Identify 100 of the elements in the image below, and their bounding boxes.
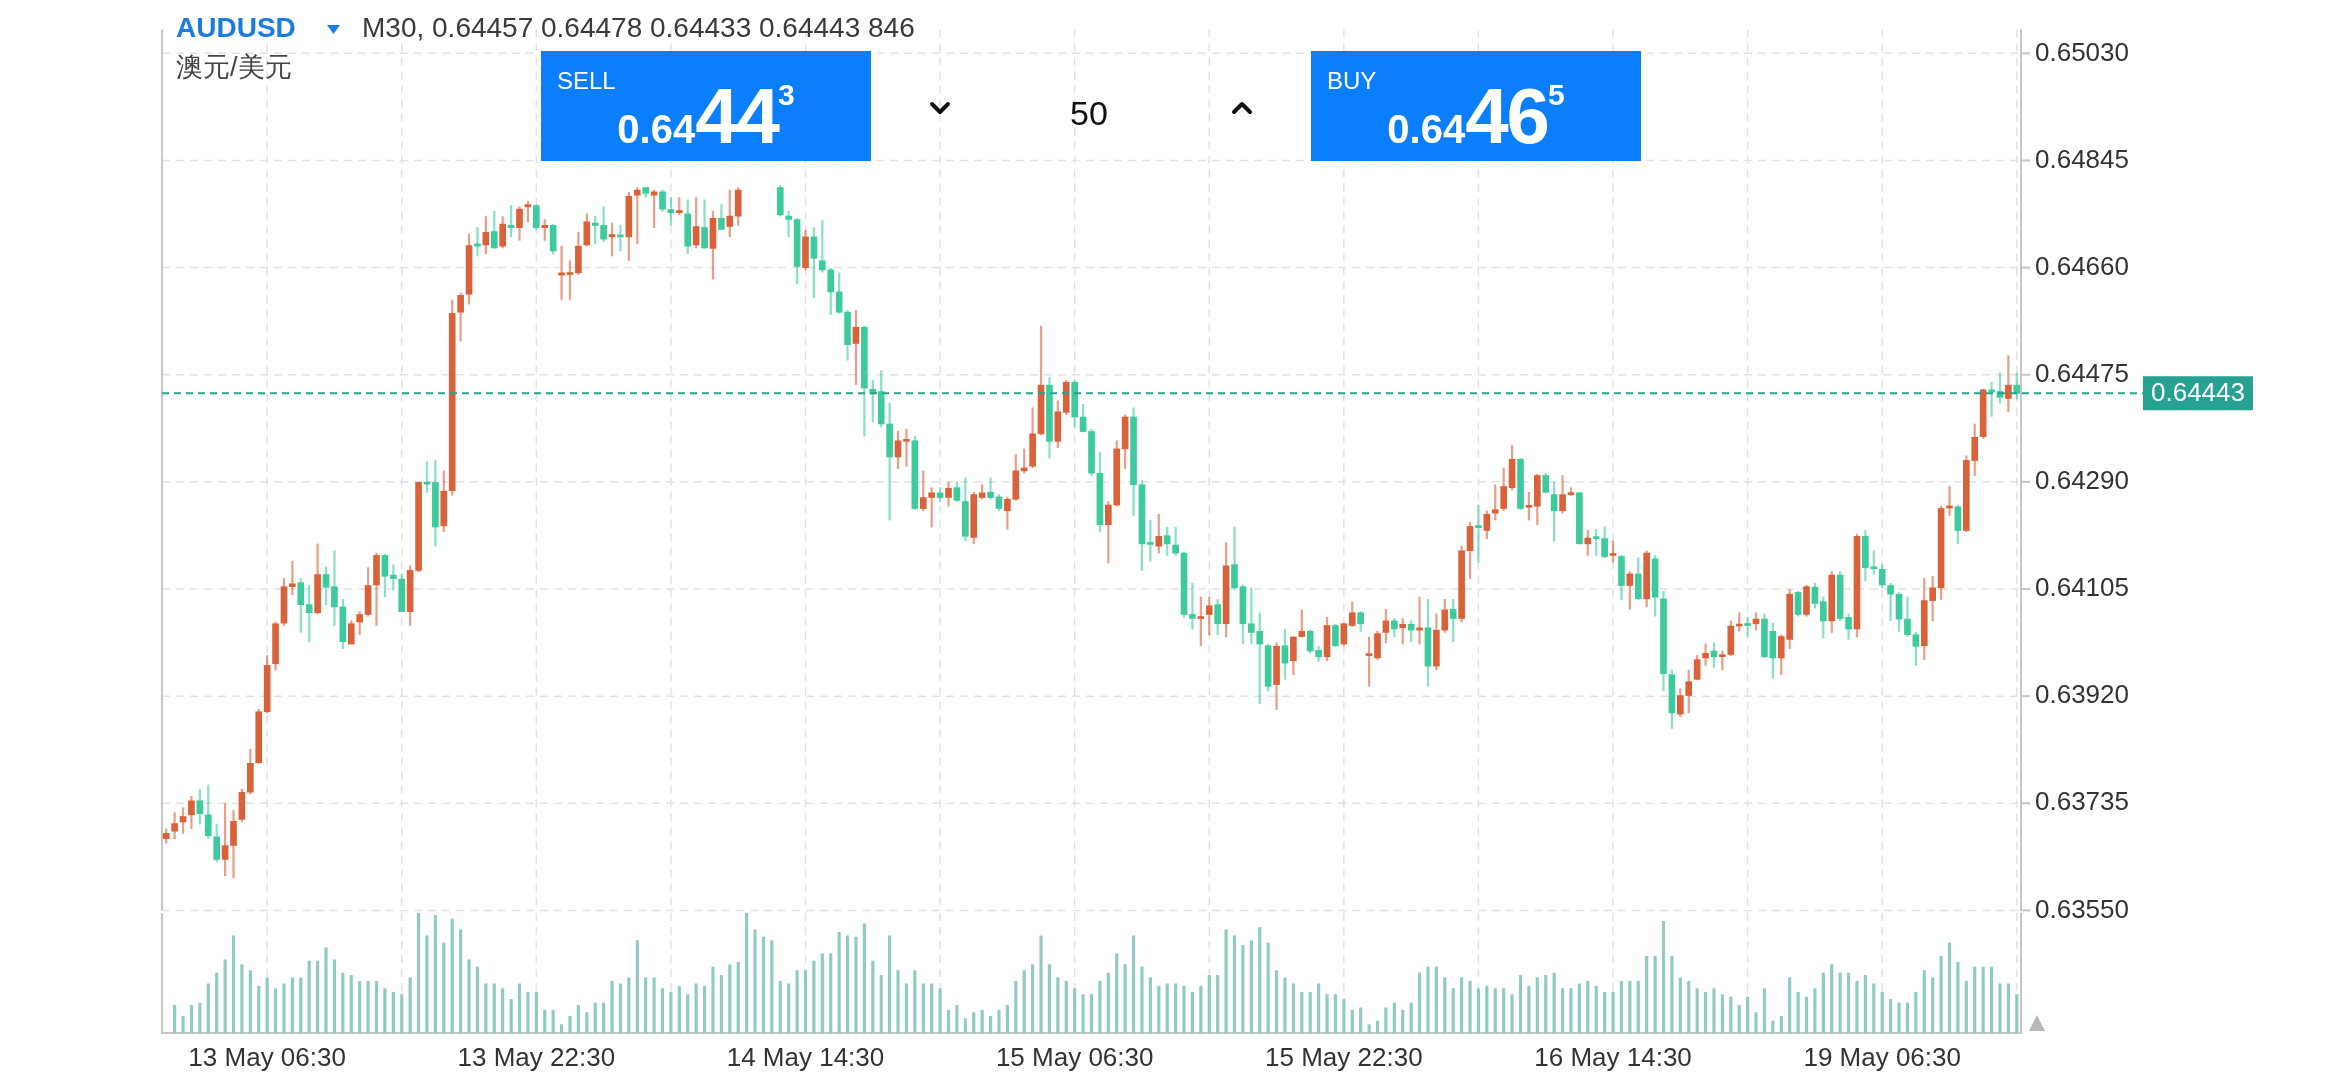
bar xyxy=(501,988,505,1033)
bar xyxy=(425,935,429,1033)
bar xyxy=(1115,953,1119,1033)
bar xyxy=(1703,991,1708,1033)
bar xyxy=(1350,1009,1354,1033)
candlestick xyxy=(886,402,893,521)
bar xyxy=(618,983,623,1033)
bar xyxy=(896,970,900,1033)
bar xyxy=(938,988,942,1033)
bar xyxy=(1081,994,1085,1033)
buy-button: BUY 0.6446$^{5}$ xyxy=(1311,51,1641,161)
x-tick-label: 19 May 06:30 xyxy=(1803,1041,1961,1072)
bar xyxy=(1821,972,1825,1033)
bar xyxy=(913,970,917,1033)
bar xyxy=(1628,981,1632,1033)
bar xyxy=(282,983,286,1033)
bar xyxy=(1392,1002,1396,1033)
bar xyxy=(871,960,875,1033)
bar xyxy=(1527,985,1531,1033)
candlestick xyxy=(1475,504,1482,563)
annotation: M30, 0.64457 0.64478 0.64433 0.64443 846 xyxy=(362,12,915,43)
bar xyxy=(593,1002,597,1033)
annotation: 0.6444$^{3}$ xyxy=(617,72,795,160)
bar xyxy=(930,983,934,1033)
bar xyxy=(467,959,471,1033)
bar xyxy=(1661,921,1666,1033)
bar xyxy=(1232,935,1237,1033)
bar xyxy=(997,1009,1001,1033)
bar xyxy=(551,1009,555,1033)
bar xyxy=(223,959,227,1033)
bar xyxy=(1746,996,1750,1033)
bar xyxy=(1451,988,1455,1033)
bar xyxy=(1619,981,1624,1033)
bar xyxy=(408,977,412,1033)
bar xyxy=(1468,981,1472,1033)
bar xyxy=(265,977,269,1033)
bar xyxy=(198,1002,202,1033)
candlestick xyxy=(331,550,338,626)
bar xyxy=(719,975,723,1033)
candlestick xyxy=(1887,582,1894,622)
bar xyxy=(349,975,353,1033)
candlestick xyxy=(1147,519,1154,562)
bar xyxy=(820,953,824,1033)
bar xyxy=(770,940,774,1033)
bar xyxy=(585,1012,589,1033)
bar xyxy=(189,1005,194,1033)
candlestick xyxy=(558,245,565,300)
bar xyxy=(290,977,294,1033)
bar xyxy=(1443,977,1447,1033)
bar xyxy=(660,988,665,1033)
annotation: BUY xyxy=(1327,67,1377,94)
bar xyxy=(332,959,337,1033)
bar xyxy=(1754,1012,1758,1033)
candlestick xyxy=(1416,596,1423,645)
bar xyxy=(1031,964,1035,1033)
candlestick xyxy=(903,428,910,467)
bar xyxy=(1005,1005,1009,1033)
candlestick xyxy=(987,477,994,500)
text: 澳元/美元 xyxy=(176,52,292,82)
bar xyxy=(1594,985,1598,1033)
bar xyxy=(1981,966,1985,1033)
y-tick-label: 0.63550 xyxy=(2035,893,2129,924)
candlestick xyxy=(1189,582,1196,630)
bar xyxy=(778,981,782,1033)
bar xyxy=(1762,988,1767,1033)
bar xyxy=(526,991,530,1033)
ref-line-label: 0.64443 xyxy=(2150,377,2245,408)
bar xyxy=(231,935,236,1033)
bar xyxy=(1678,977,1682,1033)
bar xyxy=(904,983,909,1033)
bar xyxy=(1148,977,1152,1033)
bar xyxy=(1804,996,1809,1033)
bar xyxy=(803,970,808,1033)
bar xyxy=(753,929,757,1033)
bar xyxy=(1889,999,1893,1033)
bar xyxy=(1224,929,1228,1033)
bar xyxy=(635,940,639,1033)
bar xyxy=(1989,966,1994,1033)
bar xyxy=(2015,994,2019,1033)
bar xyxy=(1502,988,1506,1033)
bar xyxy=(391,991,395,1033)
bar xyxy=(745,913,749,1033)
bar xyxy=(1283,977,1287,1033)
bar xyxy=(1317,983,1321,1033)
bar xyxy=(1493,988,1497,1033)
bar xyxy=(946,1009,951,1033)
x-tick-label: 14 May 14:30 xyxy=(726,1041,885,1072)
bar xyxy=(316,960,320,1033)
bar xyxy=(1577,983,1581,1033)
y-tick-label: 0.64845 xyxy=(2035,143,2129,174)
bar xyxy=(1274,970,1279,1033)
bar xyxy=(1670,955,1674,1033)
bar xyxy=(988,1015,993,1033)
bar xyxy=(1476,988,1481,1033)
bar xyxy=(1880,991,1884,1033)
bar xyxy=(273,988,278,1033)
y-tick-label: 0.64290 xyxy=(2035,465,2129,496)
bar xyxy=(1098,981,1102,1033)
bar xyxy=(1939,955,1943,1033)
bar xyxy=(1401,1009,1405,1033)
